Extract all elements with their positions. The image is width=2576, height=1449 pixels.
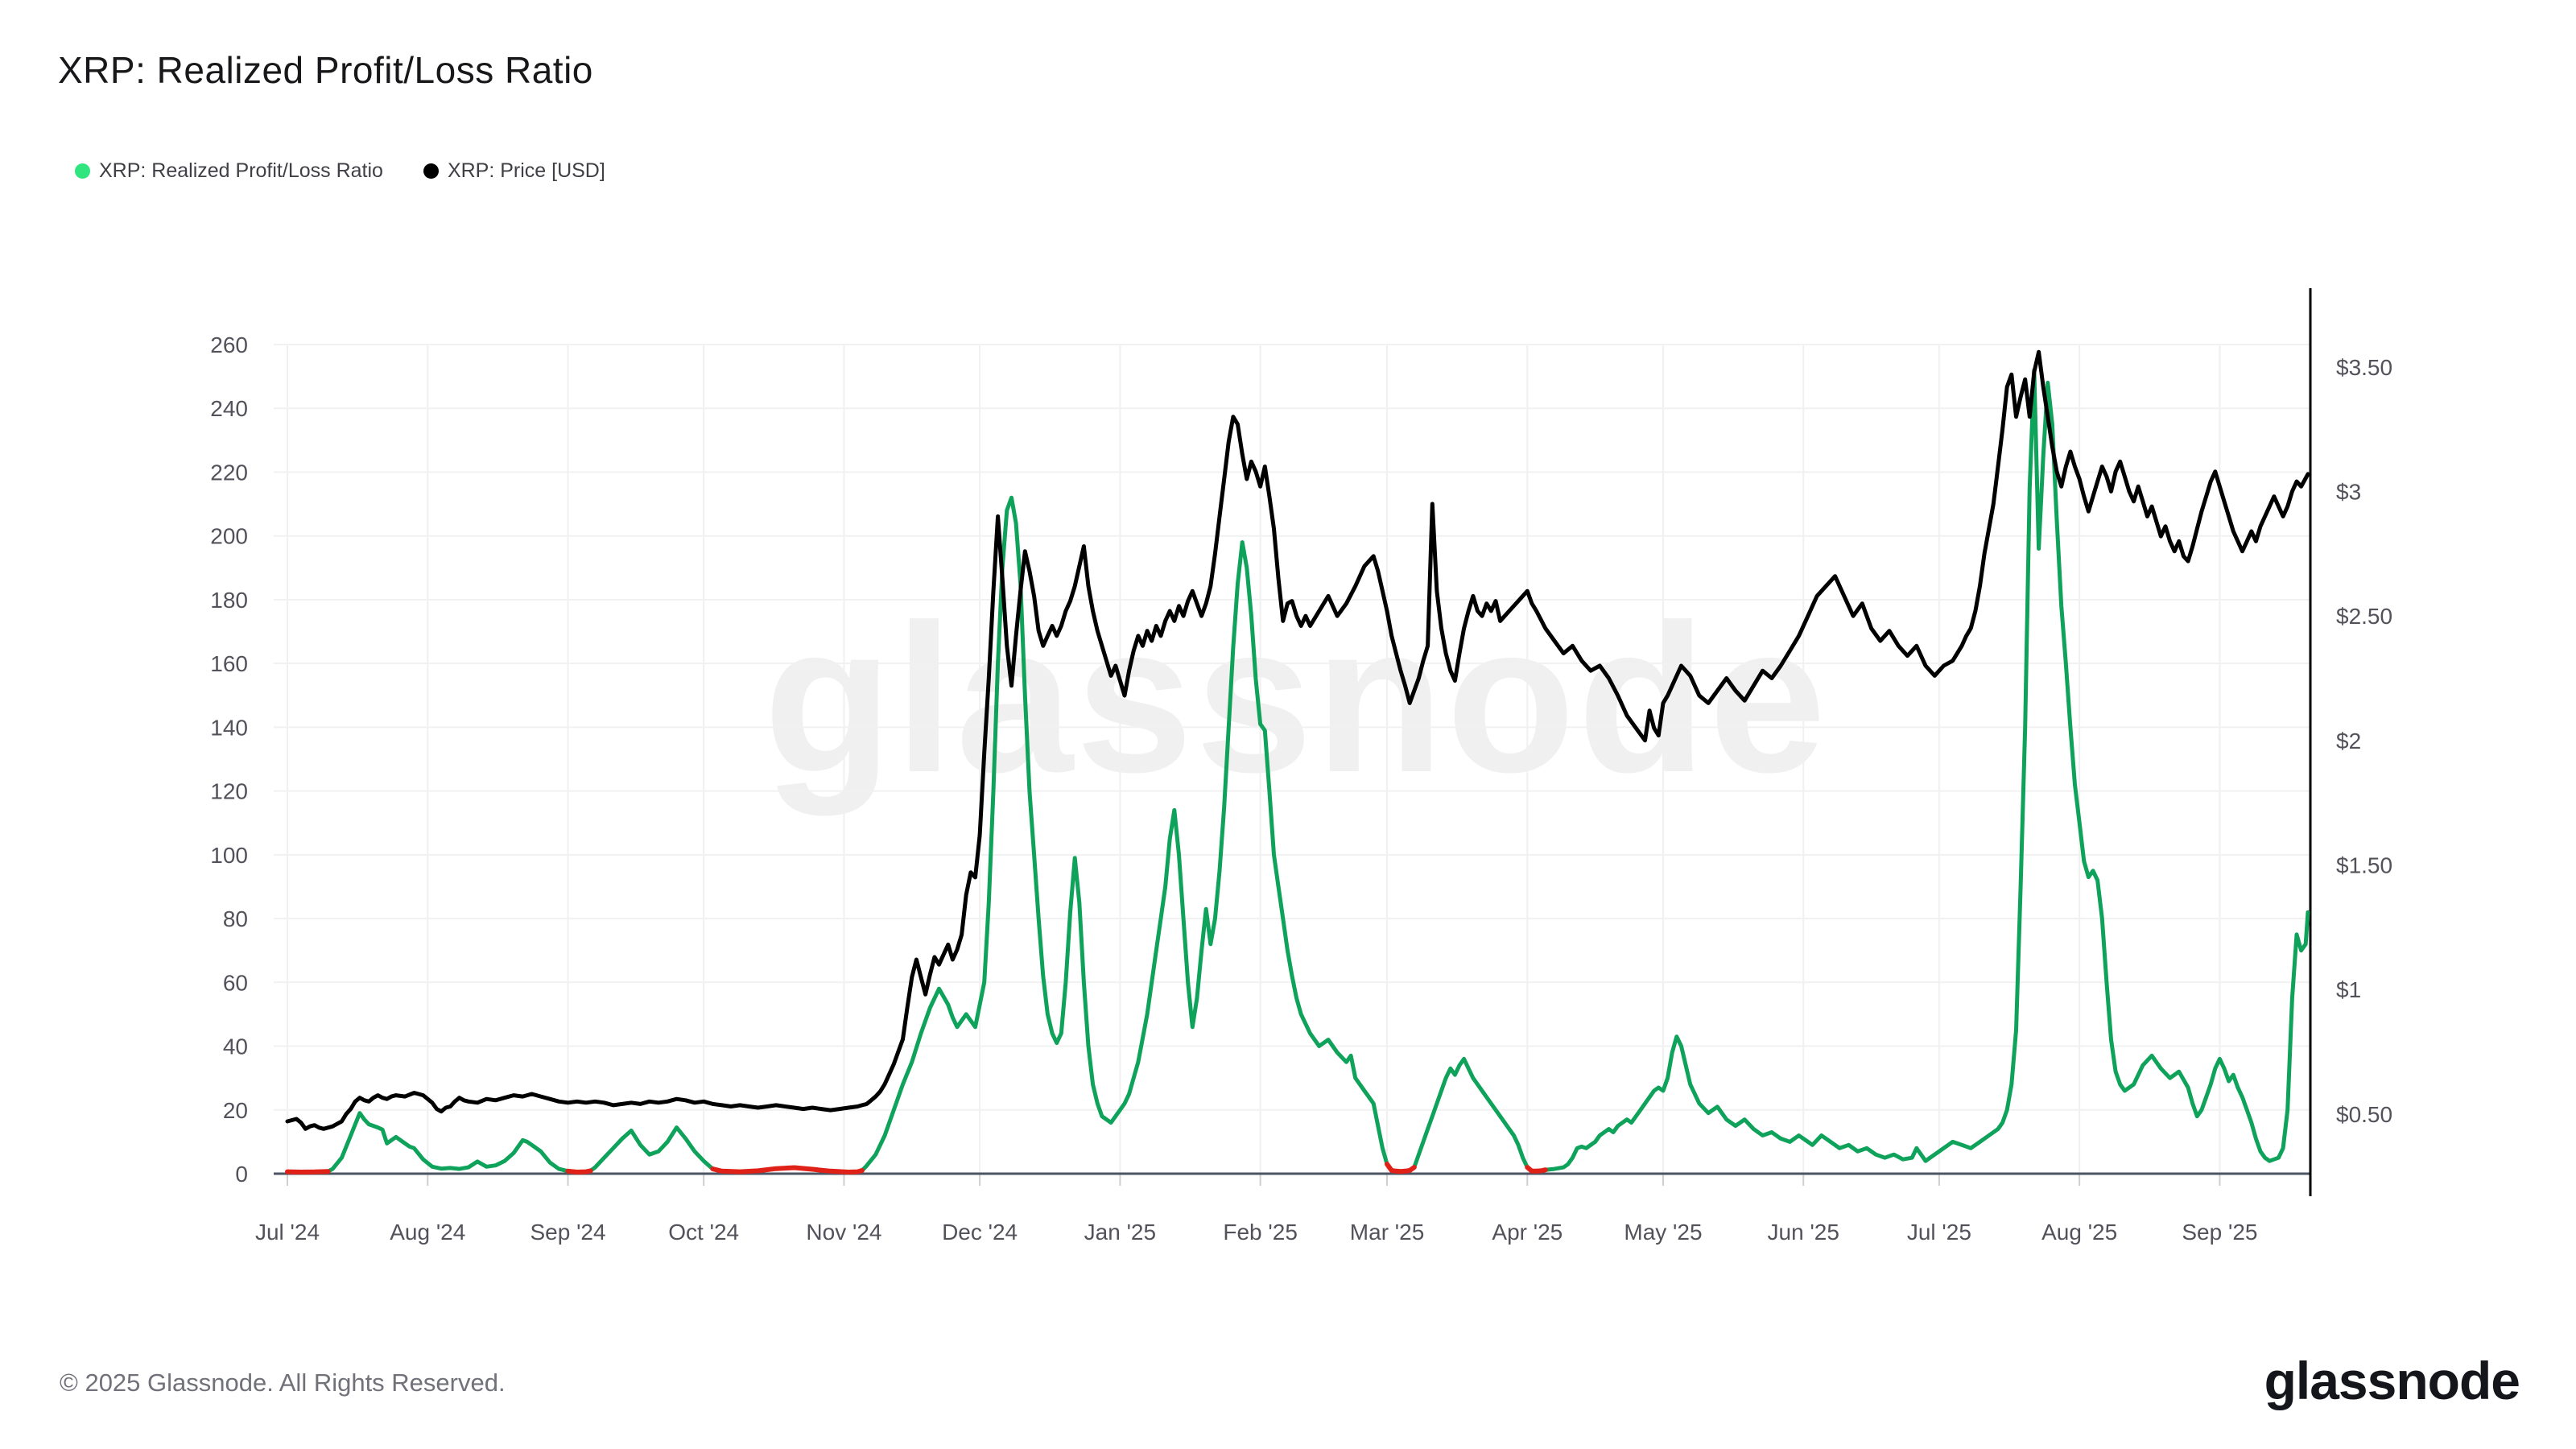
ratio-series-dot-icon bbox=[75, 163, 90, 179]
svg-text:Jun '25: Jun '25 bbox=[1768, 1220, 1839, 1245]
svg-text:260: 260 bbox=[210, 332, 248, 357]
legend-price-label: XRP: Price [USD] bbox=[447, 159, 605, 182]
svg-text:40: 40 bbox=[223, 1034, 248, 1059]
svg-text:Jul '25: Jul '25 bbox=[1907, 1220, 1971, 1245]
svg-text:200: 200 bbox=[210, 524, 248, 549]
svg-text:Dec '24: Dec '24 bbox=[942, 1220, 1018, 1245]
svg-text:Jan '25: Jan '25 bbox=[1084, 1220, 1156, 1245]
glassnode-watermark: glassnode bbox=[763, 580, 1829, 816]
svg-text:$3.50: $3.50 bbox=[2336, 355, 2392, 380]
svg-text:Mar '25: Mar '25 bbox=[1350, 1220, 1425, 1245]
svg-text:100: 100 bbox=[210, 843, 248, 868]
svg-text:Jul '24: Jul '24 bbox=[255, 1220, 320, 1245]
svg-text:Oct '24: Oct '24 bbox=[668, 1220, 739, 1245]
svg-text:220: 220 bbox=[210, 460, 248, 485]
svg-text:160: 160 bbox=[210, 651, 248, 676]
svg-text:$1: $1 bbox=[2336, 977, 2361, 1002]
svg-text:May '25: May '25 bbox=[1624, 1220, 1702, 1245]
svg-text:$2.50: $2.50 bbox=[2336, 604, 2392, 629]
svg-text:Sep '24: Sep '24 bbox=[530, 1220, 605, 1245]
svg-text:$0.50: $0.50 bbox=[2336, 1102, 2392, 1127]
svg-text:140: 140 bbox=[210, 715, 248, 740]
svg-text:0: 0 bbox=[235, 1162, 248, 1187]
svg-text:240: 240 bbox=[210, 396, 248, 421]
svg-text:20: 20 bbox=[223, 1098, 248, 1123]
svg-text:$2: $2 bbox=[2336, 729, 2361, 753]
legend-ratio-label: XRP: Realized Profit/Loss Ratio bbox=[99, 159, 383, 182]
svg-text:180: 180 bbox=[210, 588, 248, 613]
svg-text:Aug '24: Aug '24 bbox=[390, 1220, 465, 1245]
svg-text:Apr '25: Apr '25 bbox=[1492, 1220, 1563, 1245]
svg-text:80: 80 bbox=[223, 906, 248, 931]
legend-item-ratio[interactable]: XRP: Realized Profit/Loss Ratio bbox=[75, 159, 383, 183]
svg-text:Nov '24: Nov '24 bbox=[806, 1220, 881, 1245]
svg-text:$3: $3 bbox=[2336, 480, 2361, 505]
svg-text:Aug '25: Aug '25 bbox=[2041, 1220, 2117, 1245]
legend-item-price[interactable]: XRP: Price [USD] bbox=[423, 159, 605, 183]
svg-text:Feb '25: Feb '25 bbox=[1223, 1220, 1298, 1245]
page-title: XRP: Realized Profit/Loss Ratio bbox=[58, 49, 593, 91]
svg-text:60: 60 bbox=[223, 970, 248, 995]
legend: XRP: Realized Profit/Loss Ratio XRP: Pri… bbox=[75, 159, 605, 183]
svg-text:120: 120 bbox=[210, 779, 248, 804]
footer-copyright: © 2025 Glassnode. All Rights Reserved. bbox=[60, 1368, 506, 1397]
svg-text:Sep '25: Sep '25 bbox=[2182, 1220, 2257, 1245]
price-series-dot-icon bbox=[423, 163, 439, 179]
svg-text:$1.50: $1.50 bbox=[2336, 852, 2392, 877]
glassnode-logo[interactable]: glassnode bbox=[2264, 1351, 2520, 1410]
